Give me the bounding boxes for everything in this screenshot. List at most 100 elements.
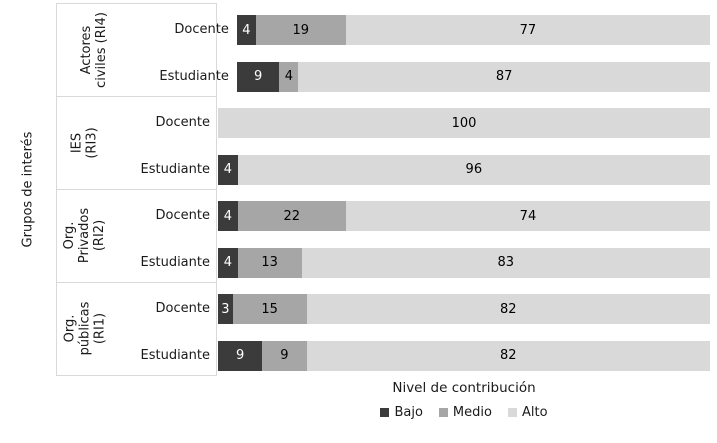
bar-segment-alto: 74 <box>345 201 710 231</box>
group-label: Org. Privados (RI2) <box>62 207 107 264</box>
group-rows: Docente 3 15 82 Estudiante 9 9 82 <box>113 282 717 375</box>
group-label: IES (RI3) <box>69 126 100 159</box>
group-label: Org. públicas (RI1) <box>61 301 107 356</box>
stacked-bar: 4 96 <box>218 154 710 185</box>
bar-value-label: 15 <box>261 301 278 317</box>
group-separator-line <box>56 189 217 190</box>
bar-segment-bajo: 4 <box>236 15 256 45</box>
bar-value-label: 9 <box>235 348 245 363</box>
bar-value-label: 9 <box>254 69 263 84</box>
bar-track: 4 13 83 <box>218 236 717 283</box>
group-label-container: Actores civiles (RI4) <box>56 3 132 96</box>
bar-track: 4 19 77 <box>236 3 717 50</box>
category-label: Docente <box>155 301 210 316</box>
bar-value-label: 13 <box>261 255 278 270</box>
bar-row: Docente 4 22 74 <box>113 189 717 236</box>
legend-swatch-alto-icon <box>507 407 517 417</box>
group-rows: Docente 100 Estudiante 4 96 <box>113 96 717 189</box>
bar-value-label: 4 <box>284 69 294 84</box>
group-separator-line <box>56 3 217 4</box>
bar-track: 9 4 87 <box>236 50 717 97</box>
bar-value-label: 19 <box>292 22 310 38</box>
stacked-bar: 9 9 82 <box>218 340 710 371</box>
category-label: Docente <box>155 208 210 223</box>
stacked-bar: 4 13 83 <box>218 247 710 278</box>
bar-value-label: 87 <box>495 69 513 84</box>
bar-value-label: 22 <box>283 208 301 224</box>
legend-swatch-medio-icon <box>438 407 448 417</box>
bar-segment-bajo: 4 <box>218 247 238 278</box>
legend-label: Alto <box>521 404 548 420</box>
bar-value-label: 82 <box>499 301 517 317</box>
legend-label: Medio <box>452 404 492 420</box>
bar-value-label: 96 <box>465 162 483 177</box>
group-label: Actores civiles (RI4) <box>78 11 109 88</box>
group-separator-line <box>56 96 217 97</box>
bar-row: Docente 4 19 77 <box>132 3 717 50</box>
bar-value-label: 82 <box>499 348 517 363</box>
axis-bottom-line <box>56 375 217 376</box>
category-label: Estudiante <box>140 161 211 177</box>
group-separator-line <box>56 282 217 283</box>
bar-value-label: 4 <box>223 208 232 224</box>
group-label-container: Org. Privados (RI2) <box>56 189 113 282</box>
bar-row: Estudiante 4 13 83 <box>113 236 717 283</box>
bar-segment-medio: 9 <box>262 340 307 371</box>
bar-value-label: 74 <box>519 208 537 224</box>
bar-value-label: 100 <box>451 115 477 131</box>
bar-row: Estudiante 9 9 82 <box>113 329 717 376</box>
bar-segment-medio: 13 <box>237 247 302 278</box>
bar-segment-bajo: 4 <box>218 154 238 185</box>
category-label: Docente <box>155 115 210 130</box>
group-label-container: IES (RI3) <box>56 96 113 189</box>
bar-value-label: 83 <box>497 255 515 270</box>
bar-value-label: 4 <box>223 162 232 177</box>
bar-segment-bajo: 9 <box>218 340 263 371</box>
bar-segment-bajo: 9 <box>236 61 280 92</box>
bar-value-label: 3 <box>221 301 230 317</box>
bar-track: 4 96 <box>218 143 717 190</box>
legend: Bajo Medio Alto <box>218 402 710 422</box>
bar-segment-alto: 87 <box>298 61 710 92</box>
bar-segment-medio: 22 <box>237 201 346 231</box>
group-rows: Docente 4 22 74 Estudiante 4 13 83 <box>113 189 717 282</box>
bar-value-label: 77 <box>519 22 537 38</box>
plot-area: Actores civiles (RI4) Docente 4 19 77 Estudia… <box>0 3 717 376</box>
x-axis-title: Nivel de contribución <box>392 380 536 396</box>
bar-segment-alto: 77 <box>345 15 710 45</box>
legend-label: Bajo <box>394 404 423 420</box>
stacked-bar: 4 19 77 <box>236 15 710 45</box>
bar-track: 100 <box>218 96 717 143</box>
legend-item-medio: Medio <box>438 404 492 420</box>
category-group: IES (RI3) Docente 100 Estudiante 4 96 <box>0 96 717 189</box>
bar-row: Docente 3 15 82 <box>113 282 717 329</box>
bar-segment-medio: 15 <box>232 294 307 324</box>
category-label: Estudiante <box>159 68 229 84</box>
bar-track: 9 9 82 <box>218 329 717 376</box>
bar-segment-alto: 83 <box>301 247 710 278</box>
category-group: Org. Privados (RI2) Docente 4 22 74 Estudiant… <box>0 189 717 282</box>
bar-value-label: 4 <box>242 22 251 38</box>
category-label: Estudiante <box>140 347 211 363</box>
stacked-bar: 9 4 87 <box>236 61 710 92</box>
bar-segment-bajo: 4 <box>218 201 238 231</box>
group-rows: Docente 4 19 77 Estudiante 9 4 87 <box>132 3 717 96</box>
stacked-bar: 3 15 82 <box>218 294 710 324</box>
stacked-bar: 4 22 74 <box>218 201 710 231</box>
bar-segment-alto: 96 <box>237 154 710 185</box>
bar-row: Estudiante 4 96 <box>113 143 717 190</box>
group-label-container: Org. públicas (RI1) <box>56 282 113 375</box>
bar-value-label: 4 <box>223 255 232 270</box>
bar-segment-medio: 4 <box>279 61 299 92</box>
bar-row: Docente 100 <box>113 96 717 143</box>
legend-item-bajo: Bajo <box>380 404 423 420</box>
bar-segment-medio: 19 <box>255 15 346 45</box>
category-label: Docente <box>174 22 229 37</box>
bar-value-label: 9 <box>280 348 289 363</box>
stacked-bar: 100 <box>218 108 710 138</box>
category-group: Actores civiles (RI4) Docente 4 19 77 Estudia… <box>0 3 717 96</box>
legend-item-alto: Alto <box>507 404 548 420</box>
bar-row: Estudiante 9 4 87 <box>132 50 717 97</box>
bar-track: 4 22 74 <box>218 189 717 236</box>
